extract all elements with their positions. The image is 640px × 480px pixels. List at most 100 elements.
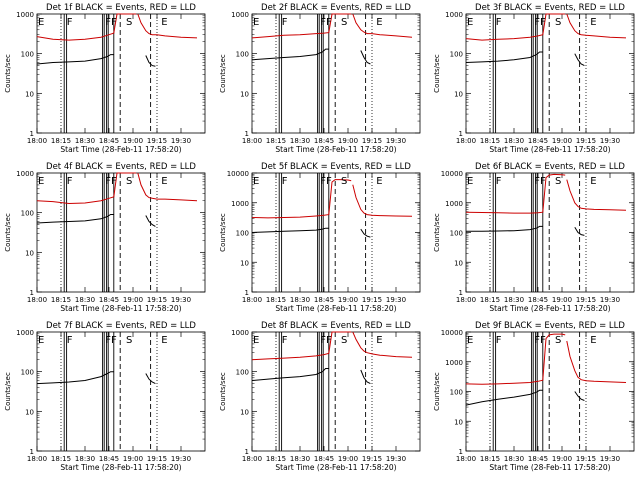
y-axis-label: Counts/sec <box>4 54 12 93</box>
series-line-lld <box>465 13 566 41</box>
x-tick-label: 19:00 <box>338 137 358 145</box>
y-tick-label: 1000 <box>16 329 34 337</box>
x-axis-label: Start Time (28-Feb-11 17:58:20) <box>489 145 610 154</box>
x-tick-label: 18:15 <box>480 296 500 304</box>
y-tick-label: 10 <box>25 408 34 416</box>
event-marker-E: E <box>467 335 473 346</box>
event-marker-E: E <box>467 17 473 28</box>
plot-frame <box>251 331 421 452</box>
panel-det-3f: Det 3f BLACK = Events, RED = LLD 1 10 100 10… <box>433 3 635 154</box>
x-axis-label: Start Time (28-Feb-11 17:58:20) <box>489 463 610 472</box>
plot-frame <box>36 172 206 293</box>
x-tick-label: 19:00 <box>123 296 143 304</box>
x-tick-label: 18:00 <box>27 296 47 304</box>
x-axis-label: Start Time (28-Feb-11 17:58:20) <box>275 145 396 154</box>
x-tick-label: 18:45 <box>528 455 548 463</box>
plot-frame <box>251 172 421 293</box>
plot-frame <box>251 13 421 134</box>
y-tick-label: 10 <box>454 259 463 267</box>
event-marker-FF: FF <box>105 17 117 28</box>
event-marker-S: S <box>341 17 347 28</box>
x-tick-label: 18:00 <box>242 296 262 304</box>
event-marker-S: S <box>555 17 561 28</box>
y-tick-label: 10 <box>25 90 34 98</box>
x-tick-label: 19:30 <box>386 455 406 463</box>
x-tick-label: 18:30 <box>75 296 95 304</box>
x-tick-label: 18:30 <box>290 455 310 463</box>
y-tick-label: 1 <box>245 289 249 297</box>
panel-title: Det 8f BLACK = Events, RED = LLD <box>261 321 411 331</box>
series-line-lld <box>465 333 566 385</box>
series-line-lld <box>251 13 352 39</box>
event-marker-E: E <box>590 335 596 346</box>
event-marker-F: F <box>282 335 288 346</box>
x-tick-label: 18:15 <box>51 455 71 463</box>
event-marker-FF: FF <box>320 176 332 187</box>
panel-title: Det 2f BLACK = Events, RED = LLD <box>261 3 411 13</box>
event-marker-F: F <box>496 335 502 346</box>
x-tick-label: 18:30 <box>504 296 524 304</box>
panel-title: Det 1f BLACK = Events, RED = LLD <box>46 3 196 13</box>
event-marker-E: E <box>161 335 167 346</box>
x-tick-label: 18:45 <box>314 296 334 304</box>
series-line-events <box>251 227 329 233</box>
panel-det-5f: Det 5f BLACK = Events, RED = LLD 1 10 100 10… <box>219 162 421 313</box>
x-tick-label: 18:00 <box>456 455 476 463</box>
x-tick-label: 18:45 <box>314 137 334 145</box>
panel-title: Det 7f BLACK = Events, RED = LLD <box>46 321 196 331</box>
y-tick-label: 10 <box>25 249 34 257</box>
y-tick-label: 1 <box>30 130 34 138</box>
x-tick-label: 19:15 <box>147 296 167 304</box>
plot-frame <box>465 331 635 452</box>
y-tick-label: 1000 <box>16 11 34 19</box>
y-tick-label: 100 <box>21 369 34 377</box>
x-tick-label: 18:00 <box>27 455 47 463</box>
y-axis-label: Counts/sec <box>4 213 12 252</box>
x-tick-label: 19:15 <box>147 455 167 463</box>
x-tick-label: 18:15 <box>266 455 286 463</box>
series-line-events <box>36 54 114 65</box>
y-tick-label: 10 <box>240 90 249 98</box>
y-axis-label: Counts/sec <box>433 54 441 93</box>
y-tick-label: 100 <box>450 389 463 397</box>
event-marker-E: E <box>161 17 167 28</box>
y-tick-label: 100 <box>236 51 249 59</box>
panel-det-1f: Det 1f BLACK = Events, RED = LLD 1 10 100 10… <box>4 3 206 154</box>
x-tick-label: 18:00 <box>27 137 47 145</box>
plot-frame <box>36 13 206 134</box>
y-tick-label: 1 <box>245 130 249 138</box>
x-tick-label: 19:00 <box>123 137 143 145</box>
series-line-events <box>574 391 585 401</box>
event-marker-E: E <box>590 17 596 28</box>
event-marker-S: S <box>126 176 132 187</box>
panel-title: Det 9f BLACK = Events, RED = LLD <box>475 321 625 331</box>
event-marker-F: F <box>282 176 288 187</box>
y-tick-label: 100 <box>21 210 34 218</box>
event-marker-E: E <box>161 176 167 187</box>
panel-det-4f: Det 4f BLACK = Events, RED = LLD 1 10 100 10… <box>4 162 206 313</box>
y-tick-label: 1 <box>245 448 249 456</box>
x-tick-label: 18:45 <box>99 137 119 145</box>
x-tick-label: 19:15 <box>576 137 596 145</box>
series-line-lld <box>251 331 352 361</box>
panel-title: Det 5f BLACK = Events, RED = LLD <box>261 162 411 172</box>
panel-title: Det 6f BLACK = Events, RED = LLD <box>475 162 625 172</box>
y-tick-label: 100 <box>450 51 463 59</box>
plot-frame <box>36 331 206 452</box>
x-tick-label: 19:30 <box>171 296 191 304</box>
x-tick-label: 18:15 <box>480 137 500 145</box>
panel-det-9f: Det 9f BLACK = Events, RED = LLD 1 10 100 10… <box>433 321 635 472</box>
event-marker-FF: FF <box>534 17 546 28</box>
x-tick-label: 18:45 <box>528 296 548 304</box>
panel-det-8f: Det 8f BLACK = Events, RED = LLD 1 10 100 10… <box>219 321 421 472</box>
y-tick-label: 100 <box>236 369 249 377</box>
plot-frame <box>465 172 635 293</box>
series-line-events <box>574 227 585 236</box>
series-line-lld <box>352 184 413 217</box>
x-tick-label: 18:15 <box>266 296 286 304</box>
x-tick-label: 19:15 <box>576 455 596 463</box>
event-marker-FF: FF <box>105 335 117 346</box>
y-tick-label: 100 <box>21 51 34 59</box>
x-tick-label: 19:00 <box>552 296 572 304</box>
y-tick-label: 10 <box>240 259 249 267</box>
